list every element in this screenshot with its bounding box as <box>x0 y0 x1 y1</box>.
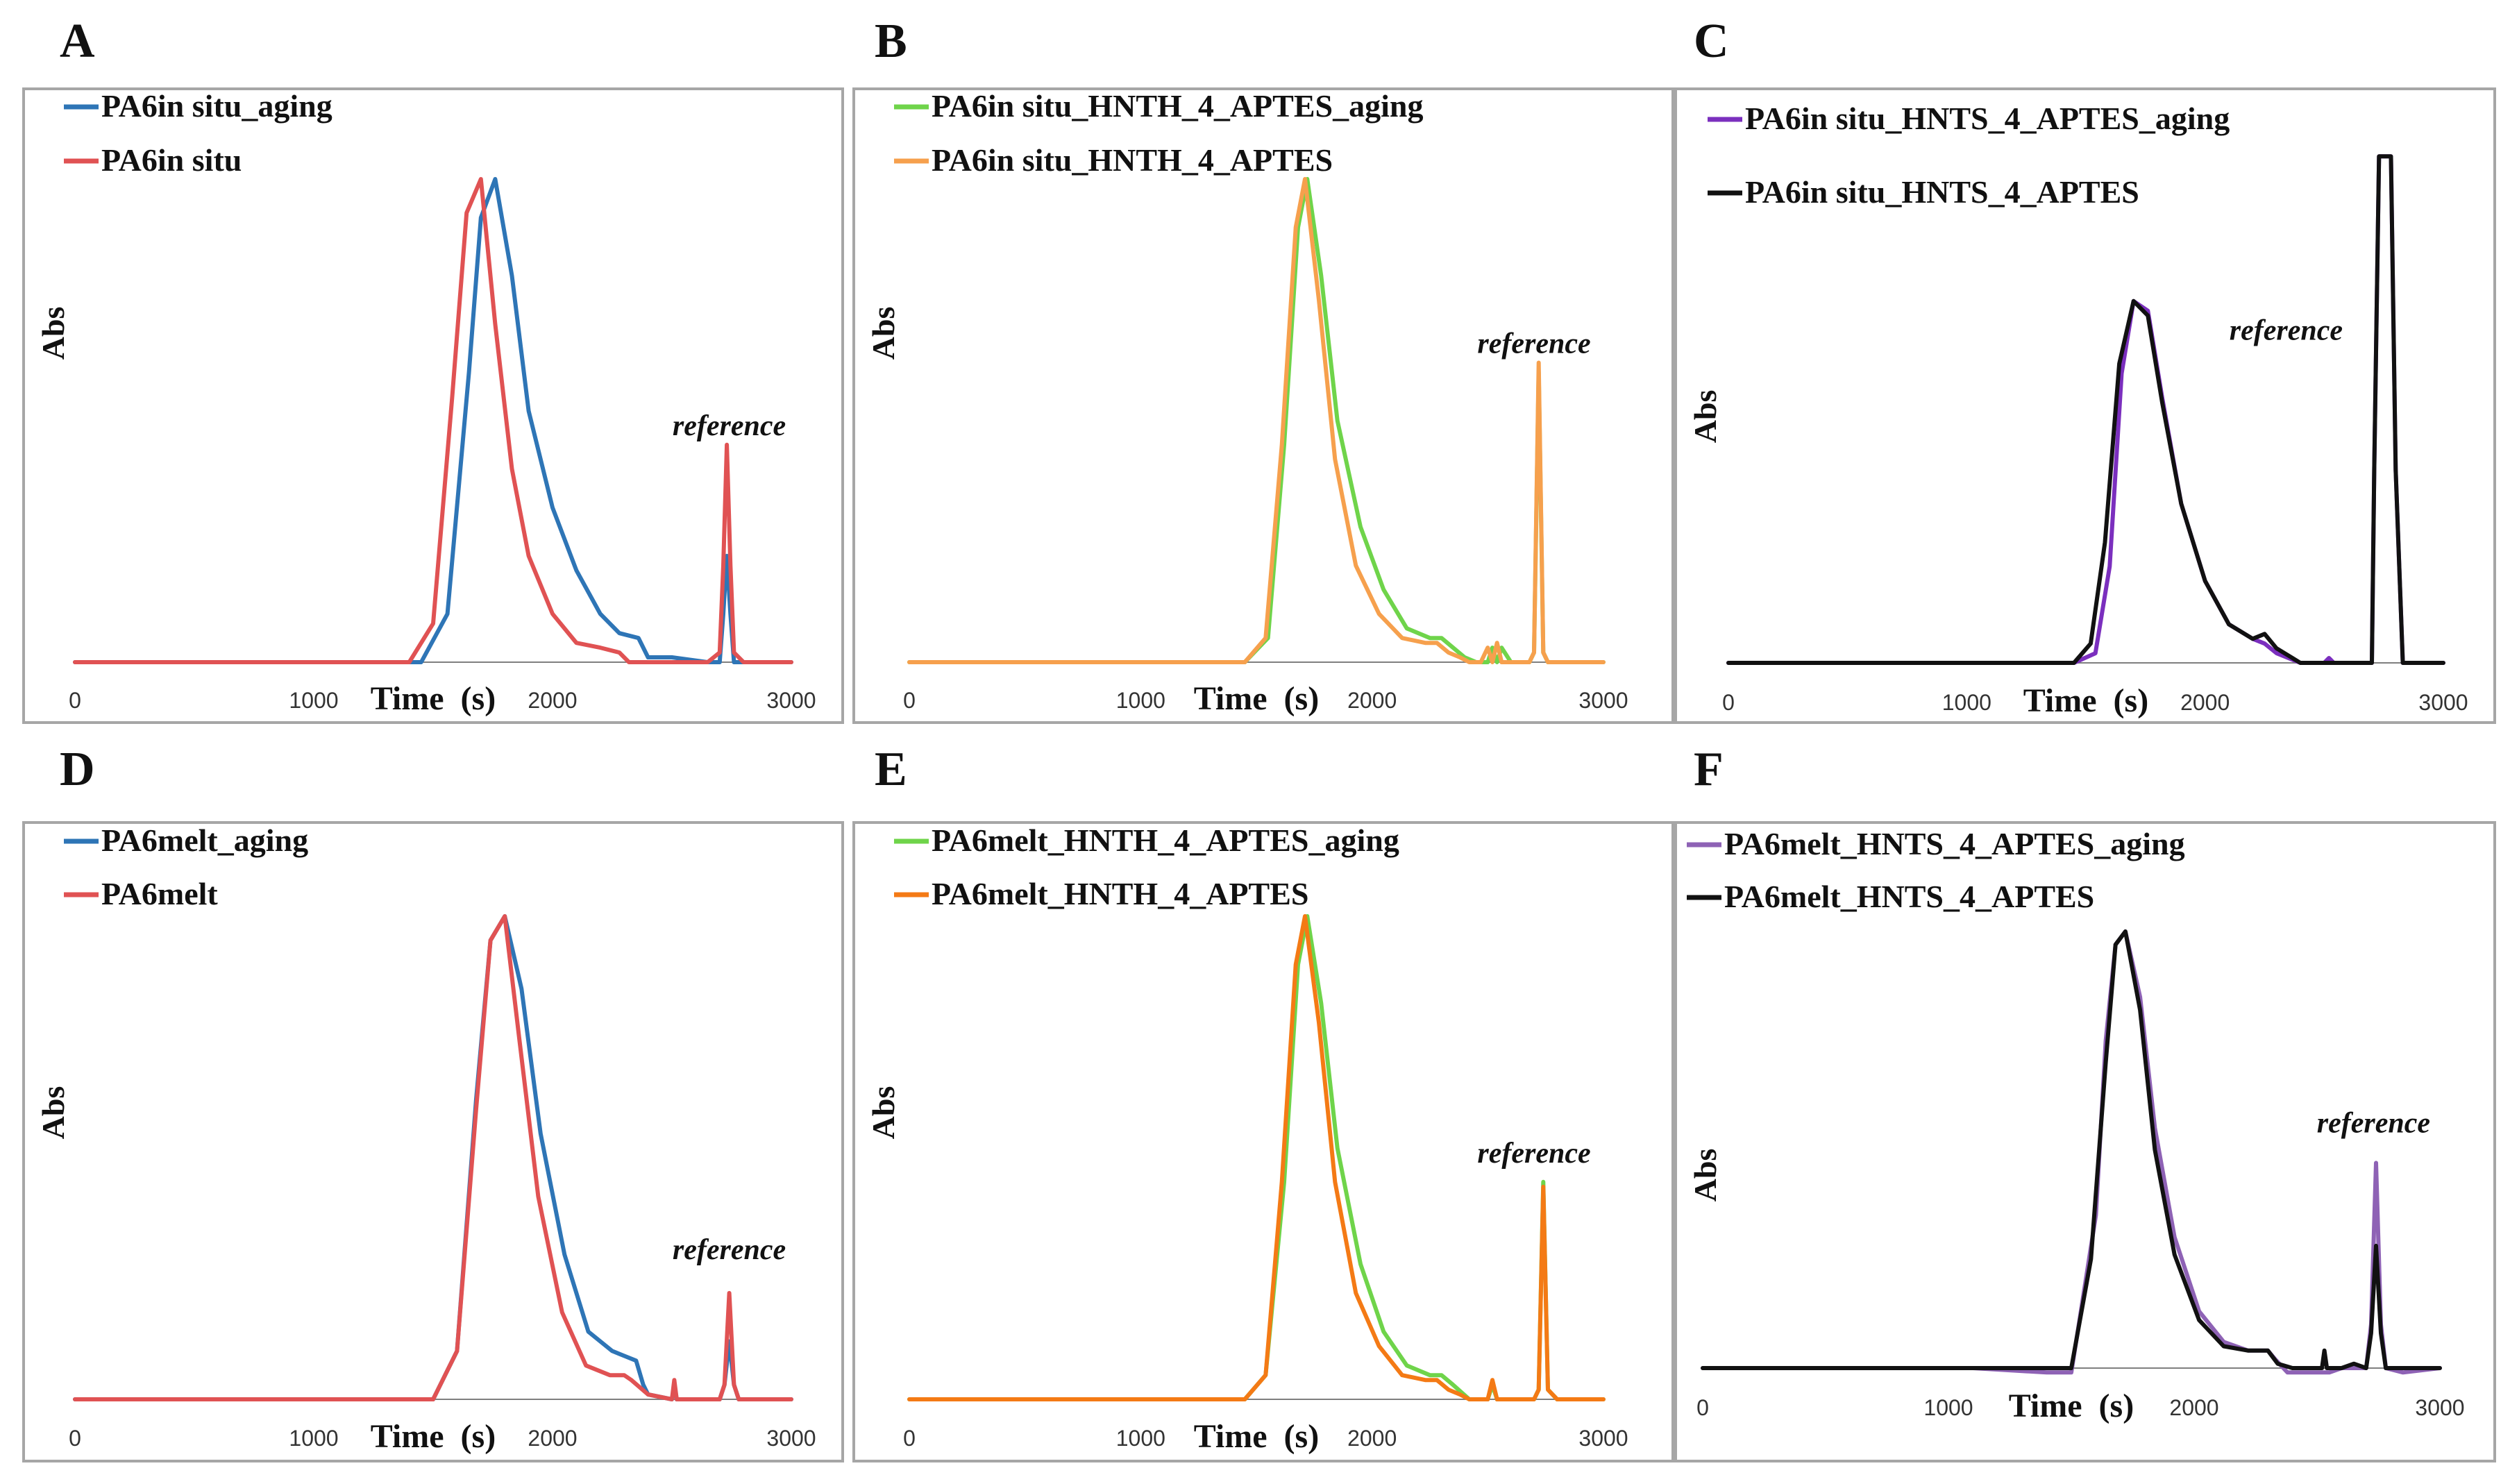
legend-label: PA6melt <box>101 876 218 911</box>
x-tick-label: 2000 <box>1347 688 1397 713</box>
plot-area: 0 1000 2000 3000 Time (s) Abs PA6melt_HNTH_4_A… <box>866 823 1628 1455</box>
chart-frame <box>1674 87 2496 724</box>
reference-annotation: reference <box>2230 314 2343 346</box>
x-axis-title: Time (s) <box>1194 680 1319 717</box>
x-tick-label: 1000 <box>1116 688 1165 713</box>
panel-letter-e: E <box>875 743 907 796</box>
panel-b: B 0 1000 2000 3000 Time (s) Abs PA6in situ_HNT… <box>826 0 1676 738</box>
panel-f: F 0 1000 2000 3000 Time (s) Abs PA6melt_HNTS_4… <box>1666 738 2510 1484</box>
y-axis-title: Abs <box>866 1086 901 1140</box>
x-tick-label: 0 <box>1722 690 1735 715</box>
panel-d: D 0 1000 2000 3000 Time (s) Abs PA6melt_aging P… <box>0 738 850 1484</box>
x-axis-title: Time (s) <box>2009 1388 2134 1424</box>
y-axis-title: Abs <box>35 1086 71 1140</box>
panel-c: C 0 1000 2000 3000 Time (s) Abs PA6in situ_HNT… <box>1666 0 2510 738</box>
series-line-1 <box>73 177 793 664</box>
legend-label: PA6melt_HNTS_4_APTES_aging <box>1724 826 2185 861</box>
x-axis-title: Time (s) <box>1194 1418 1319 1455</box>
x-tick-label: 2000 <box>528 1426 577 1451</box>
x-tick-label: 0 <box>903 1426 916 1451</box>
chart-frame <box>22 821 844 1462</box>
y-axis-title: Abs <box>866 307 901 360</box>
plot-area: 0 1000 2000 3000 Time (s) Abs PA6in situ_aging… <box>35 88 816 717</box>
reference-annotation: reference <box>1477 328 1590 360</box>
x-tick-label: 0 <box>1696 1395 1709 1420</box>
legend-label: PA6in situ_HNTH_4_APTES_aging <box>932 88 1423 124</box>
y-axis-title: Abs <box>35 307 71 360</box>
x-tick-label: 1000 <box>1942 690 1991 715</box>
panel-e: E 0 1000 2000 3000 Time (s) Abs PA6melt_HNTH_4… <box>826 738 1676 1484</box>
x-tick-label: 1000 <box>289 1426 338 1451</box>
panel-letter-d: D <box>60 743 95 796</box>
series-line-2 <box>907 914 1606 1401</box>
x-tick-label: 0 <box>69 688 81 713</box>
series-line-2 <box>907 177 1606 664</box>
series-line-2 <box>1726 154 2445 665</box>
x-tick-label: 1000 <box>1116 1426 1165 1451</box>
plot-area: 0 1000 2000 3000 Time (s) Abs PA6melt_aging PA6… <box>35 823 816 1455</box>
reference-annotation: reference <box>1477 1138 1590 1170</box>
x-tick-label: 3000 <box>2418 690 2468 715</box>
legend-label: PA6in situ_HNTH_4_APTES <box>932 142 1333 178</box>
legend-label: PA6melt_HNTS_4_APTES <box>1724 879 2094 914</box>
legend-label: PA6melt_HNTH_4_APTES_aging <box>932 823 1399 858</box>
y-axis-title: Abs <box>1687 390 1723 444</box>
x-tick-label: 0 <box>69 1426 81 1451</box>
panel-a: A 0 1000 2000 3000 Time (s) Abs PA6in situ_agi… <box>0 0 850 738</box>
reference-annotation: reference <box>2317 1107 2430 1139</box>
x-axis-title: Time (s) <box>371 1418 496 1455</box>
panel-letter-a: A <box>60 15 95 68</box>
legend-label: PA6melt_aging <box>101 823 308 858</box>
series-line-2 <box>73 177 793 664</box>
plot-area: 0 1000 2000 3000 Time (s) Abs PA6melt_HNTS_4_A… <box>1687 826 2465 1424</box>
x-axis-title: Time (s) <box>2023 682 2148 719</box>
legend-label: PA6in situ_HNTS_4_APTES_aging <box>1745 101 2230 136</box>
x-tick-label: 3000 <box>1578 688 1628 713</box>
chart-a-svg: A 0 1000 2000 3000 Time (s) Abs PA6in situ_agi… <box>22 15 844 724</box>
x-tick-label: 2000 <box>1347 1426 1397 1451</box>
x-tick-label: 3000 <box>2415 1395 2464 1420</box>
x-tick-label: 1000 <box>1923 1395 1973 1420</box>
legend-label: PA6in situ <box>101 142 242 178</box>
x-tick-label: 0 <box>903 688 916 713</box>
x-tick-label: 2000 <box>2180 690 2230 715</box>
panel-letter-c: C <box>1694 15 1729 68</box>
legend-label: PA6in situ_HNTS_4_APTES <box>1745 174 2139 210</box>
chart-frame <box>1674 821 2496 1462</box>
x-tick-label: 2000 <box>2169 1395 2218 1420</box>
x-axis-title: Time (s) <box>371 680 496 717</box>
chart-d-svg: D 0 1000 2000 3000 Time (s) Abs PA6melt_aging P… <box>22 743 844 1462</box>
chart-b-svg: B 0 1000 2000 3000 Time (s) Abs PA6in situ_HNT… <box>852 15 1674 724</box>
plot-area: 0 1000 2000 3000 Time (s) Abs PA6in situ_HNTS_… <box>1687 101 2468 719</box>
plot-area: 0 1000 2000 3000 Time (s) Abs PA6in situ_HNTH_… <box>866 88 1628 717</box>
x-tick-label: 1000 <box>289 688 338 713</box>
x-tick-label: 3000 <box>766 688 816 713</box>
chart-frame <box>852 821 1674 1462</box>
panel-letter-b: B <box>875 15 907 68</box>
x-tick-label: 2000 <box>528 688 577 713</box>
x-tick-label: 3000 <box>766 1426 816 1451</box>
panel-letter-f: F <box>1694 743 1724 796</box>
chart-c-svg: C 0 1000 2000 3000 Time (s) Abs PA6in situ_HNT… <box>1674 15 2496 724</box>
y-axis-title: Abs <box>1687 1149 1723 1202</box>
legend-label: PA6in situ_aging <box>101 88 332 124</box>
reference-annotation: reference <box>673 1234 786 1266</box>
chart-e-svg: E 0 1000 2000 3000 Time (s) Abs PA6melt_HNTH_4… <box>852 743 1674 1462</box>
series-line-2 <box>1701 929 2442 1370</box>
reference-annotation: reference <box>673 410 786 442</box>
chart-frame <box>852 87 1674 724</box>
chart-f-svg: F 0 1000 2000 3000 Time (s) Abs PA6melt_HNTS_4… <box>1674 743 2496 1462</box>
x-tick-label: 3000 <box>1578 1426 1628 1451</box>
legend-label: PA6melt_HNTH_4_APTES <box>932 876 1308 911</box>
series-line-2 <box>73 914 793 1401</box>
